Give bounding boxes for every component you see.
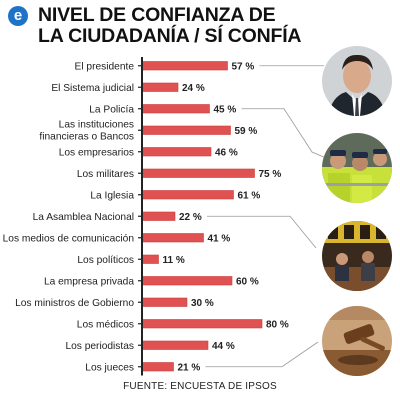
leader-line	[207, 215, 317, 249]
bar	[141, 297, 188, 307]
category-label: La empresa privada	[44, 276, 134, 287]
value-label: 24 %	[182, 83, 205, 94]
value-label: 44 %	[212, 341, 235, 352]
category-label: Los jueces	[85, 362, 134, 373]
category-label: Las instituciones financieras o Bancos	[39, 119, 134, 142]
bar	[141, 340, 209, 350]
value-label: 80 %	[266, 319, 289, 330]
value-label: 45 %	[214, 104, 237, 115]
leader-line	[241, 108, 327, 159]
category-label: Los militares	[77, 169, 134, 180]
brand-logo-letter: e	[13, 7, 23, 24]
bar	[141, 125, 231, 135]
value-label: 60 %	[236, 276, 259, 287]
judge-gavel-photo	[322, 306, 392, 376]
category-label: El presidente	[75, 61, 135, 72]
national-assembly-photo	[322, 221, 392, 291]
bar	[141, 190, 234, 200]
bar	[141, 104, 210, 114]
value-label: 11 %	[163, 255, 185, 266]
category-label: La Iglesia	[90, 190, 134, 201]
category-label: Los medios de comunicación	[3, 233, 134, 244]
bar	[141, 211, 176, 221]
bar	[141, 168, 255, 178]
bar	[141, 319, 263, 329]
category-label: La Policía	[89, 104, 134, 115]
category-label: Los políticos	[77, 255, 134, 266]
value-label: 61 %	[238, 190, 261, 201]
chart-source-note: FUENTE: ENCUESTA DE IPSOS	[123, 381, 277, 392]
chart-title: NIVEL DE CONFIANZA DE LA CIUDADANÍA / SÍ…	[38, 5, 368, 47]
value-label: 46 %	[215, 147, 238, 158]
bar	[141, 82, 179, 92]
chart-title-line-2: LA CIUDADANÍA / SÍ CONFÍA	[38, 25, 302, 47]
value-label: 21 %	[178, 362, 201, 373]
chart-title-line-1: NIVEL DE CONFIANZA DE	[38, 4, 276, 26]
category-label: La Asamblea Nacional	[33, 212, 134, 223]
value-label: 22 %	[179, 212, 202, 223]
value-label: 57 %	[232, 61, 255, 72]
category-label: Los ministros de Gobierno	[15, 298, 134, 309]
category-label: El Sistema judicial	[51, 83, 134, 94]
category-label: Los médicos	[77, 319, 134, 330]
brand-logo-icon: e	[8, 6, 28, 26]
bar	[141, 254, 159, 264]
leader-line	[205, 341, 319, 368]
value-label: 59 %	[235, 126, 258, 137]
bar	[141, 233, 204, 243]
category-label: Los periodistas	[65, 341, 134, 352]
president-portrait-photo	[322, 46, 392, 116]
value-label: 75 %	[259, 169, 282, 180]
bar	[141, 362, 174, 372]
bar	[141, 61, 228, 71]
category-label: Los empresarios	[59, 147, 134, 158]
value-label: 30 %	[191, 298, 214, 309]
police-officers-photo	[322, 133, 392, 203]
bar	[141, 147, 212, 157]
bar	[141, 276, 233, 286]
value-label: 41 %	[208, 233, 231, 244]
